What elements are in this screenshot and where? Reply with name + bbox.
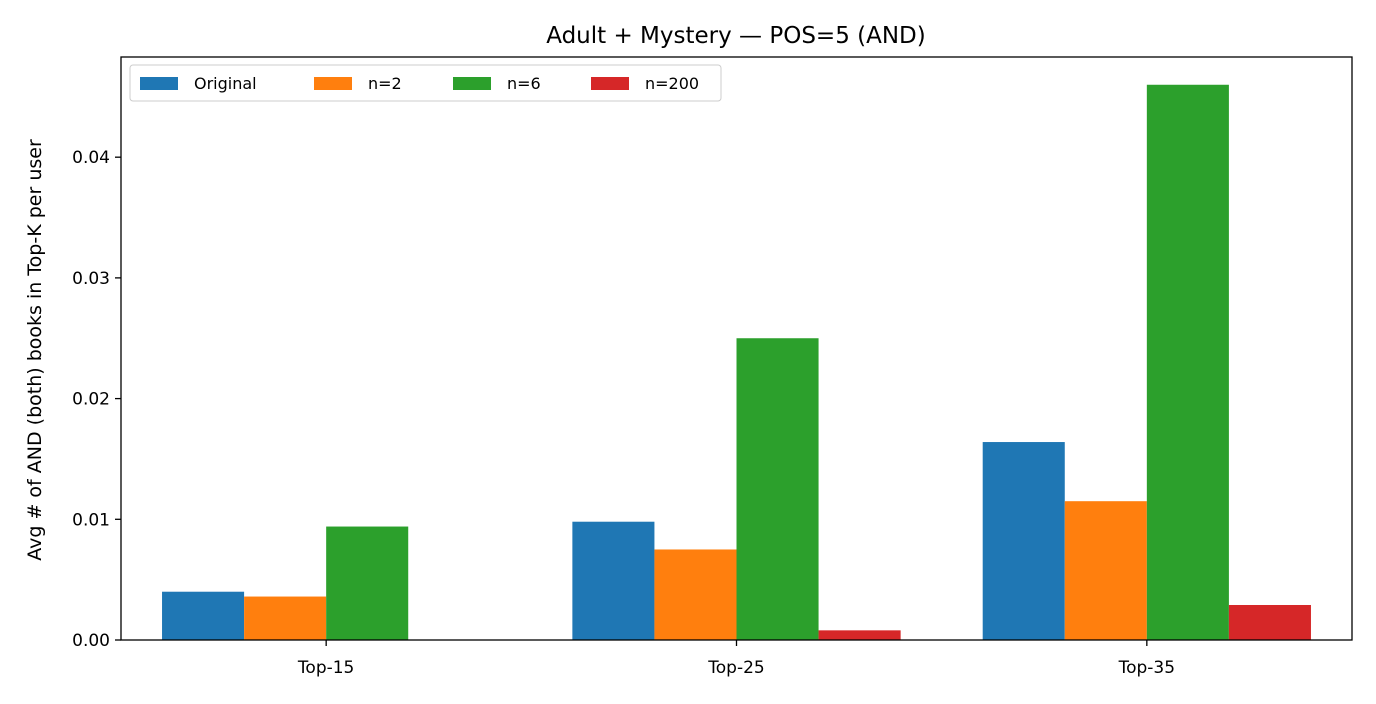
y-tick-label: 0.04 <box>72 148 110 168</box>
legend-swatch-n=2 <box>314 77 352 90</box>
y-tick-label: 0.03 <box>72 269 110 289</box>
x-axis: Top-15 Top-25 Top-35 <box>297 640 1175 678</box>
x-tick-label: Top-35 <box>1118 658 1175 678</box>
chart-title: Adult + Mystery — POS=5 (AND) <box>546 23 926 49</box>
legend-swatch-n=200 <box>591 77 629 90</box>
y-tick-label: 0.00 <box>72 631 110 651</box>
y-axis: 0.00 0.01 0.02 0.03 0.04 <box>72 148 121 651</box>
x-tick-label: Top-15 <box>297 658 354 678</box>
legend-box <box>129 64 722 102</box>
x-tick-label: Top-25 <box>707 658 764 678</box>
bar-n=2-Top-25 <box>654 549 737 640</box>
legend-label-Original: Original <box>194 74 257 93</box>
legend-label-n=6: n=6 <box>507 74 541 93</box>
bar-n=6-Top-25 <box>736 338 819 640</box>
bar-n=2-Top-15 <box>244 596 327 640</box>
bar-Original-Top-15 <box>162 591 245 640</box>
bars-layer <box>162 84 1311 640</box>
y-tick-label: 0.02 <box>72 390 110 410</box>
bar-n=6-Top-15 <box>326 526 409 640</box>
legend-label-n=200: n=200 <box>645 74 699 93</box>
legend-label-n=2: n=2 <box>368 74 402 93</box>
legend-swatch-Original <box>140 77 178 90</box>
bar-Original-Top-35 <box>982 442 1065 640</box>
plot-frame <box>120 56 1353 641</box>
y-tick-label: 0.01 <box>72 510 110 530</box>
bar-n=2-Top-35 <box>1064 501 1147 640</box>
legend-swatch-n=6 <box>453 77 491 90</box>
y-axis-label: Avg # of AND (both) books in Top-K per u… <box>24 139 46 561</box>
bar-n=200-Top-35 <box>1228 604 1311 640</box>
bar-n=6-Top-35 <box>1146 84 1229 640</box>
legend: Original n=2 n=6 n=200 <box>129 64 722 102</box>
bar-Original-Top-25 <box>572 521 655 640</box>
bar-n=200-Top-25 <box>818 630 901 640</box>
